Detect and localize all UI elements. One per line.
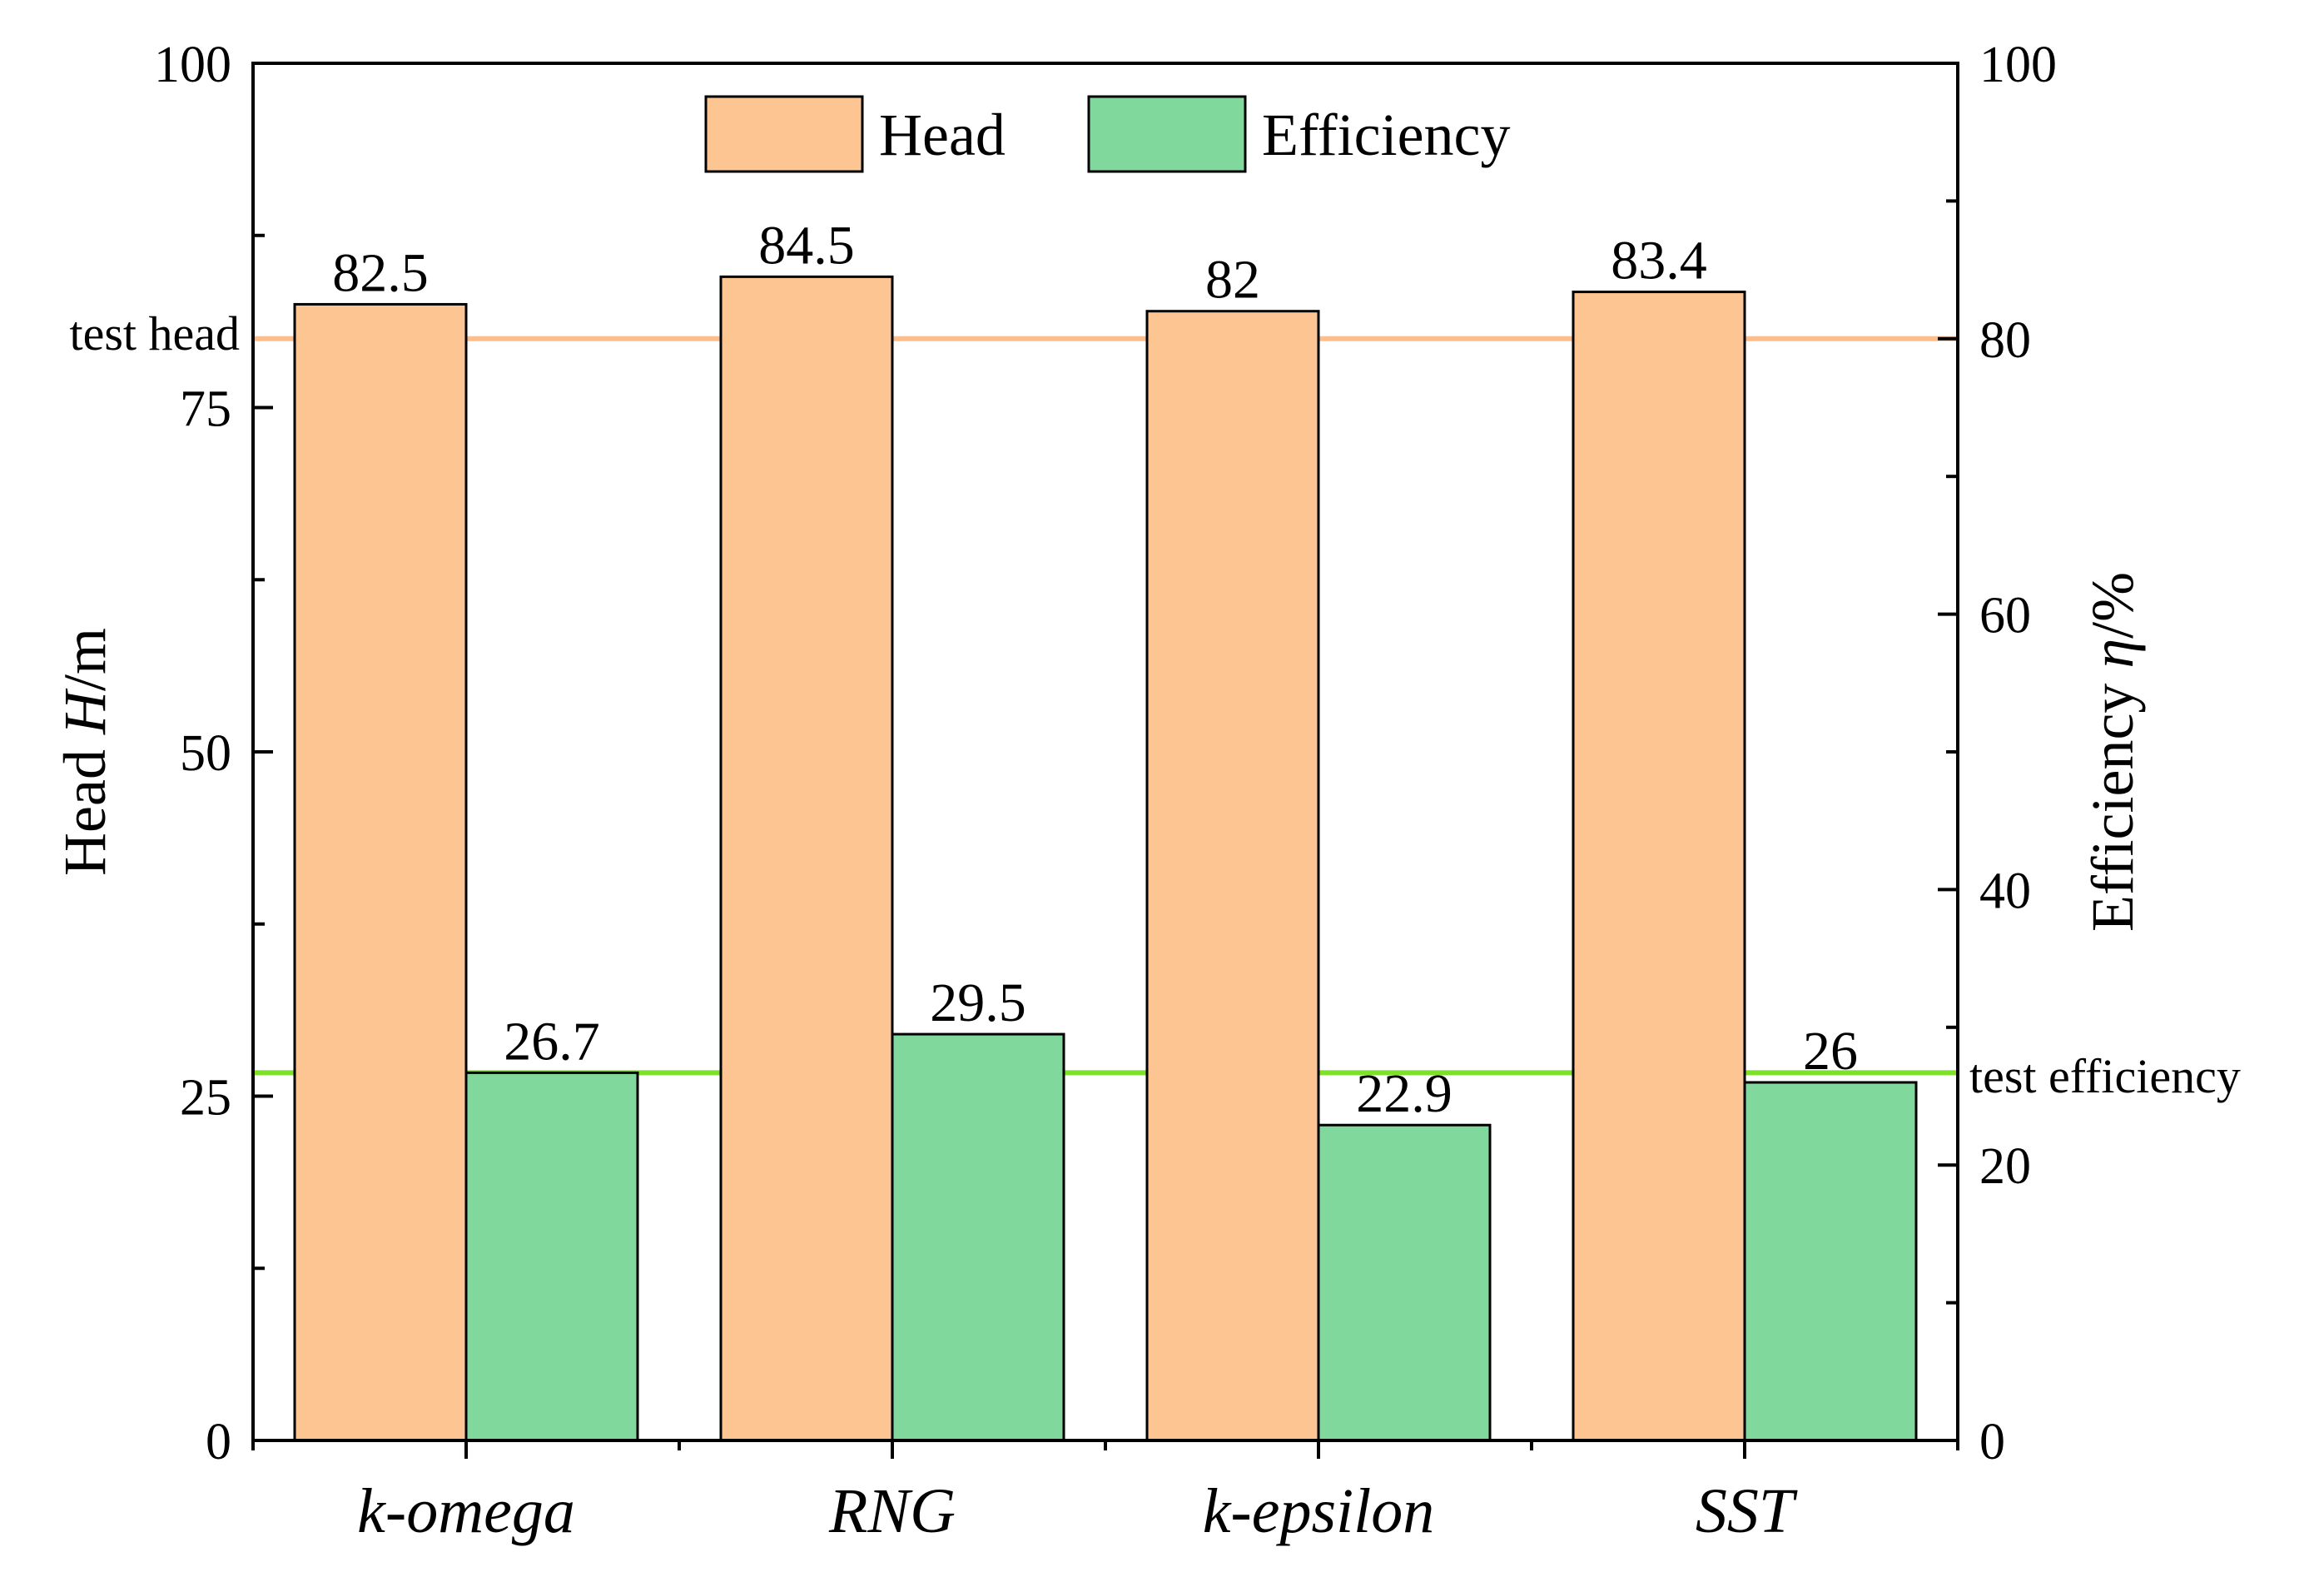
data-label-head-k-epsilon: 82 (1205, 250, 1260, 311)
bar-efficiency-k-omega (464, 1071, 639, 1442)
legend-swatch-head (704, 95, 864, 173)
y-left-title-suffix: /m (52, 628, 118, 691)
y-right-tick-label: 20 (1979, 1138, 2031, 1195)
data-label-head-RNG: 84.5 (758, 215, 855, 276)
data-label-efficiency-k-omega: 26.7 (504, 1011, 600, 1072)
y-right-axis-title: Efficiency η/% (2079, 572, 2146, 932)
y-right-tick-label: 60 (1979, 588, 2031, 644)
y-right-title-prefix: Efficiency (2079, 669, 2146, 933)
y-right-title-var: η (2079, 639, 2146, 669)
test-head-label: test head (69, 306, 240, 361)
legend: Head Efficiency (704, 95, 1511, 173)
y-left-axis-title: Head H/m (52, 628, 118, 876)
x-tick-label-k-omega: k-omega (357, 1476, 575, 1546)
plot-frame (251, 62, 1959, 1442)
legend-label-head: Head (879, 102, 1006, 168)
y-left-tick-label: 75 (180, 381, 231, 438)
x-axis-ticks: k-omega RNG k-epsilon SST (251, 1440, 1959, 1546)
bar-efficiency-k-epsilon (1317, 1123, 1492, 1442)
data-label-efficiency-SST: 26 (1803, 1021, 1858, 1082)
y-right-title-suffix: /% (2079, 572, 2146, 639)
y-right-tick-label: 80 (1979, 312, 2031, 369)
y-left-tick-label: 25 (180, 1070, 231, 1127)
x-tick-label-RNG: RNG (828, 1476, 956, 1546)
legend-swatch-efficiency (1087, 95, 1247, 173)
bar-head-k-omega (293, 302, 468, 1442)
left-axis-ticks: 0 25 50 75 100 (154, 37, 273, 1470)
x-tick-label-SST: SST (1696, 1476, 1798, 1546)
data-label-head-SST: 83.4 (1611, 231, 1707, 291)
data-label-efficiency-k-epsilon: 22.9 (1356, 1063, 1452, 1124)
y-right-tick-label: 0 (1979, 1414, 2005, 1470)
bar-head-RNG (719, 275, 894, 1442)
test-efficiency-label: test efficiency (1969, 1049, 2241, 1103)
y-left-title-prefix: Head (52, 734, 118, 876)
legend-label-efficiency: Efficiency (1262, 102, 1511, 168)
bar-head-k-epsilon (1145, 310, 1320, 1442)
y-left-tick-label: 0 (206, 1414, 231, 1470)
right-axis-ticks: 0 20 40 60 80 100 (1938, 37, 2057, 1470)
y-right-tick-label: 100 (1979, 37, 2057, 93)
y-left-title-var: H (52, 688, 118, 735)
data-label-head-k-omega: 82.5 (332, 242, 429, 303)
bar-labels: 82.5 84.5 82 83.4 26.7 29.5 22.9 26 (332, 215, 1858, 1124)
bars (293, 275, 1918, 1442)
bar-efficiency-SST (1743, 1081, 1918, 1442)
bar-efficiency-RNG (891, 1032, 1065, 1442)
data-label-efficiency-RNG: 29.5 (930, 973, 1026, 1033)
y-right-tick-label: 40 (1979, 863, 2031, 919)
x-tick-label-k-epsilon: k-epsilon (1203, 1476, 1435, 1546)
y-left-tick-label: 50 (180, 725, 231, 782)
y-left-tick-label: 100 (154, 37, 231, 93)
bar-head-SST (1572, 291, 1746, 1442)
